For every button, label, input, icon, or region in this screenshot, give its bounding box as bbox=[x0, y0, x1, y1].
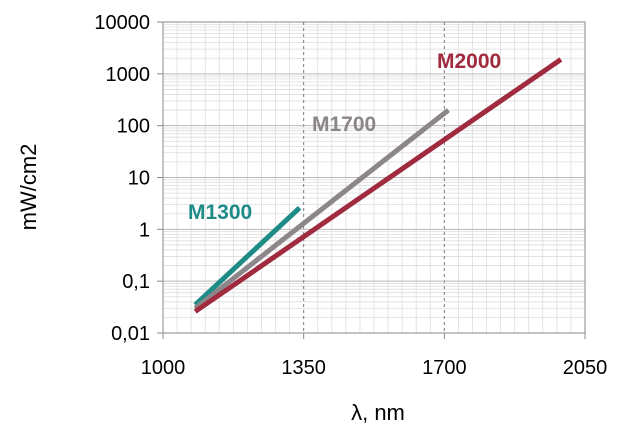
x-tick-label: 1700 bbox=[422, 357, 467, 379]
series-label-m1700: M1700 bbox=[312, 113, 376, 136]
series-labels: M1300 M1700 M2000 bbox=[188, 50, 501, 224]
y-tick-label: 10 bbox=[128, 168, 150, 190]
y-tick-label: 100 bbox=[117, 116, 150, 138]
y-tick-label: 1000 bbox=[106, 64, 151, 86]
series-line-m2000 bbox=[193, 57, 563, 314]
x-tick-labels: 1000 1350 1700 2050 bbox=[141, 357, 608, 379]
series-lines bbox=[193, 57, 563, 314]
x-tick-label: 1350 bbox=[281, 357, 326, 379]
y-tick-label: 0,01 bbox=[111, 323, 150, 345]
series-line-m1700 bbox=[193, 108, 450, 311]
major-grid bbox=[157, 21, 586, 339]
y-tick-label: 10000 bbox=[94, 12, 150, 34]
x-tick-label: 2050 bbox=[563, 357, 608, 379]
series-label-m1300: M1300 bbox=[188, 201, 252, 224]
x-tick-label: 1000 bbox=[141, 357, 186, 379]
y-tick-label: 1 bbox=[139, 219, 150, 241]
y-tick-label: 0,1 bbox=[122, 271, 150, 293]
y-tick-labels: 0,01 0,1 1 10 100 1000 10000 bbox=[94, 12, 150, 345]
plot-frame bbox=[162, 21, 586, 334]
y-axis-label: mW/cm2 bbox=[16, 144, 41, 231]
series-label-m2000: M2000 bbox=[437, 50, 501, 73]
x-axis-label: λ, nm bbox=[351, 400, 405, 425]
series-line-m1300 bbox=[193, 205, 302, 307]
